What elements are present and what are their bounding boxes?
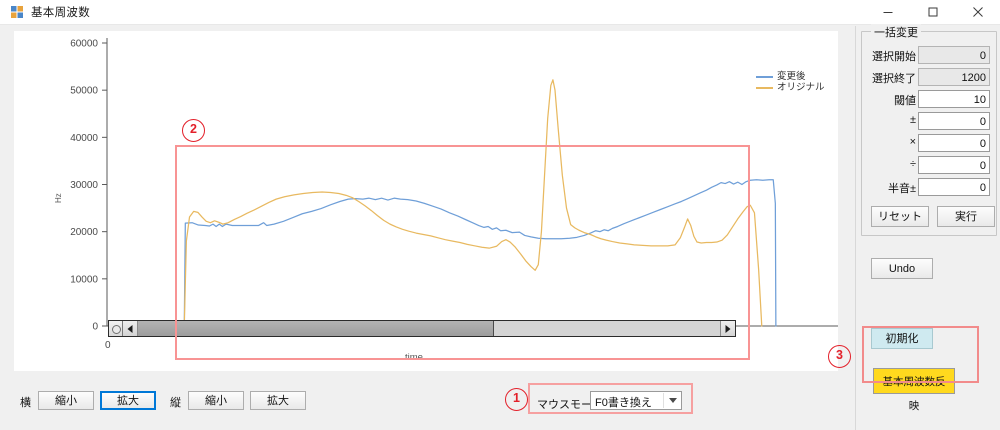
y-tick-label: 20000	[70, 227, 98, 238]
field-label: 選択開始	[872, 51, 916, 63]
field-input[interactable]	[918, 178, 990, 196]
field-input[interactable]	[918, 46, 990, 64]
field-row: 選択開始	[862, 46, 996, 65]
initialize-button[interactable]: 初期化	[871, 328, 933, 349]
y-tick-label: 60000	[70, 39, 98, 50]
horizontal-zoom-in-button[interactable]: 拡大	[100, 391, 156, 410]
chart-horizontal-scrollbar[interactable]	[108, 320, 736, 337]
y-tick-label: 40000	[70, 133, 98, 144]
close-icon[interactable]	[955, 0, 1000, 24]
mouse-mode-select[interactable]: F0書き換え	[590, 391, 682, 410]
field-row: 選択終了	[862, 68, 996, 87]
undo-button[interactable]: Undo	[871, 258, 933, 279]
chevron-down-icon[interactable]	[669, 398, 677, 403]
annotation-marker-2: 2	[182, 119, 205, 142]
mouse-mode-label: マウスモード	[537, 399, 603, 411]
field-label: 選択終了	[872, 73, 916, 85]
annotation-box-apply	[862, 326, 979, 383]
maximize-icon[interactable]	[910, 0, 955, 24]
field-input[interactable]	[918, 112, 990, 130]
title-bar: 基本周波数	[0, 0, 1000, 25]
legend-swatch-original	[756, 86, 773, 89]
field-label: 閾値	[894, 95, 916, 107]
field-label: ×	[909, 136, 916, 148]
field-label: ÷	[909, 158, 916, 170]
field-row: 半音±	[862, 178, 996, 197]
field-row: ±	[862, 112, 996, 131]
series-original	[183, 79, 763, 327]
scroll-right-arrow[interactable]	[720, 321, 735, 336]
y-tick-label: 10000	[70, 274, 98, 285]
scrollbar-track[interactable]	[138, 321, 720, 336]
vertical-zoom-out-button[interactable]: 縮小	[188, 391, 244, 410]
legend-swatch-modified	[756, 75, 773, 78]
combo-separator	[663, 393, 664, 408]
field-label: ±	[909, 114, 916, 126]
series-modified	[183, 179, 777, 327]
execute-button[interactable]: 実行	[937, 206, 995, 227]
horizontal-zoom-label: 横	[20, 397, 31, 409]
vertical-zoom-label: 縦	[170, 397, 181, 409]
scrollbar-thumb[interactable]	[138, 321, 494, 336]
annotation-box-mouse-mode	[528, 383, 693, 414]
field-row: ÷	[862, 156, 996, 175]
field-input[interactable]	[918, 90, 990, 108]
y-axis-title: Hz	[54, 193, 63, 203]
reset-button[interactable]: リセット	[871, 206, 929, 227]
app-window-icon	[10, 5, 24, 19]
batch-change-group: 一括変更 選択開始選択終了閾値 ± × ÷ 半音± リセット 実行	[861, 24, 997, 236]
chart-legend: 変更後 オリジナル	[756, 71, 825, 93]
mouse-mode-value: F0書き換え	[595, 397, 652, 409]
minimize-icon[interactable]	[865, 0, 910, 24]
chart-panel[interactable]: 0 10000 20000 30000 40000 50000 60000 Hz 変更後 オ…	[14, 31, 838, 371]
annotation-box-chart	[175, 145, 750, 360]
legend-label-original: オリジナル	[777, 82, 825, 93]
window-title: 基本周波数	[31, 7, 90, 19]
side-panel: 一括変更 選択開始選択終了閾値±×÷半音± リセット 実行 Undo 初期化 基…	[855, 24, 1000, 430]
legend-item-original: オリジナル	[756, 82, 825, 93]
field-input[interactable]	[918, 68, 990, 86]
x-axis-title: time	[405, 352, 423, 363]
field-input[interactable]	[918, 134, 990, 152]
vertical-zoom-in-button[interactable]: 拡大	[250, 391, 306, 410]
y-tick-label: 30000	[70, 180, 98, 191]
legend-item-modified: 変更後	[756, 71, 825, 82]
annotation-marker-3: 3	[828, 345, 851, 368]
batch-change-title: 一括変更	[871, 24, 921, 40]
y-tick-label: 0	[92, 322, 98, 333]
annotation-marker-1: 1	[505, 388, 528, 411]
scroll-corner-button[interactable]	[109, 321, 123, 336]
field-row: 閾値	[862, 90, 996, 109]
field-input[interactable]	[918, 156, 990, 174]
scroll-left-arrow[interactable]	[123, 321, 138, 336]
field-label: 半音±	[887, 183, 916, 195]
legend-label-modified: 変更後	[777, 71, 806, 82]
horizontal-zoom-out-button[interactable]: 縮小	[38, 391, 94, 410]
y-tick-label: 50000	[70, 86, 98, 97]
x-axis-origin-label: 0	[105, 340, 111, 351]
field-row: ×	[862, 134, 996, 153]
